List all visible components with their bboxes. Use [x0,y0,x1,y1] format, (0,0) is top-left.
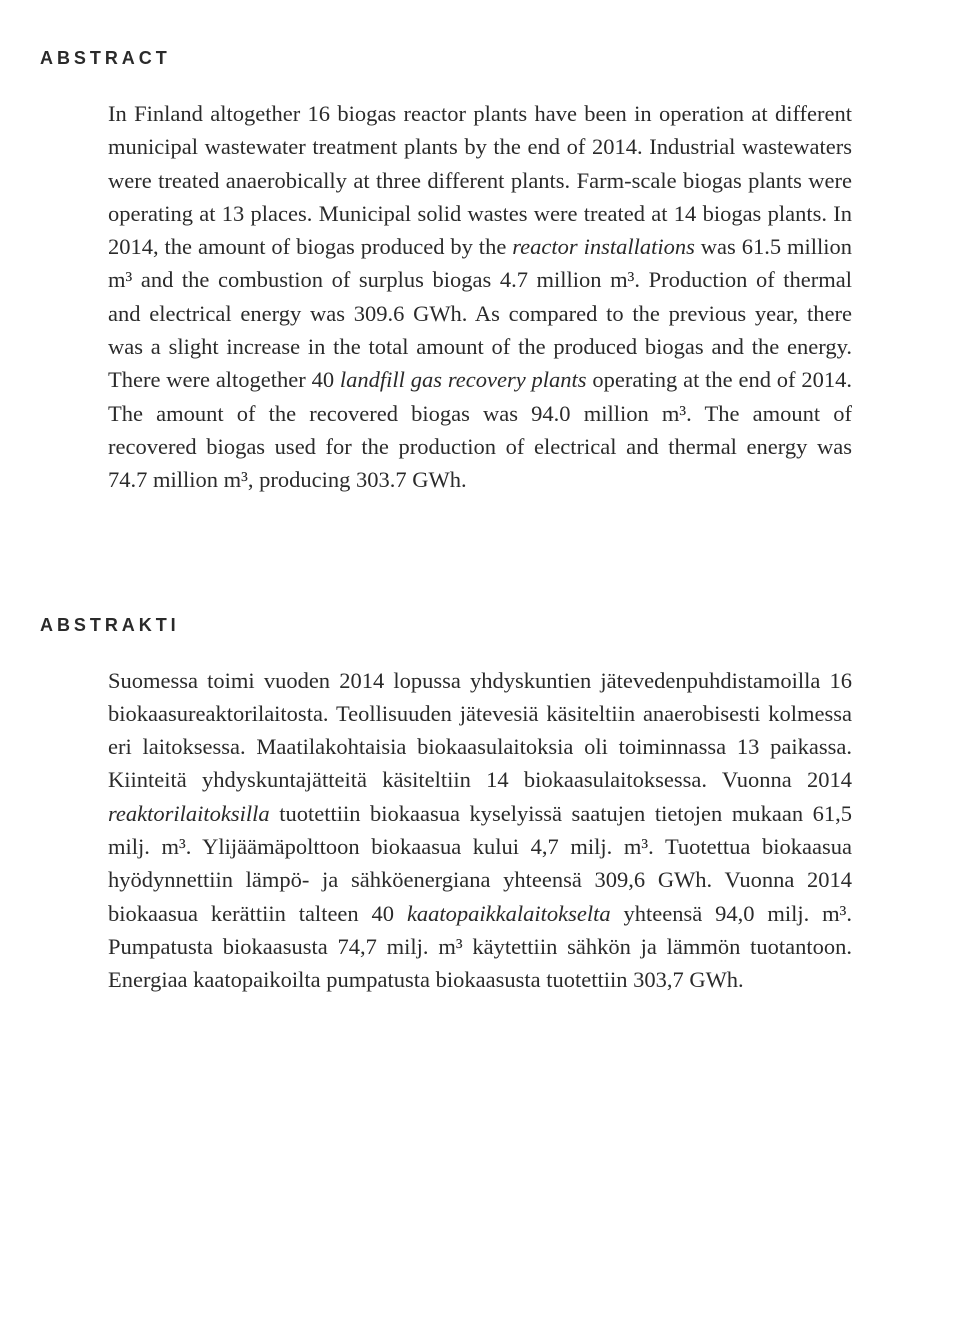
abstract-heading-fi: ABSTRAKTI [40,615,852,636]
abstract-heading-en: ABSTRACT [40,48,852,69]
abstract-body-fi: Suomessa toimi vuoden 2014 lopussa yhdys… [108,664,852,997]
section-divider [108,497,852,615]
abstract-body-en: In Finland altogether 16 biogas reactor … [108,97,852,497]
